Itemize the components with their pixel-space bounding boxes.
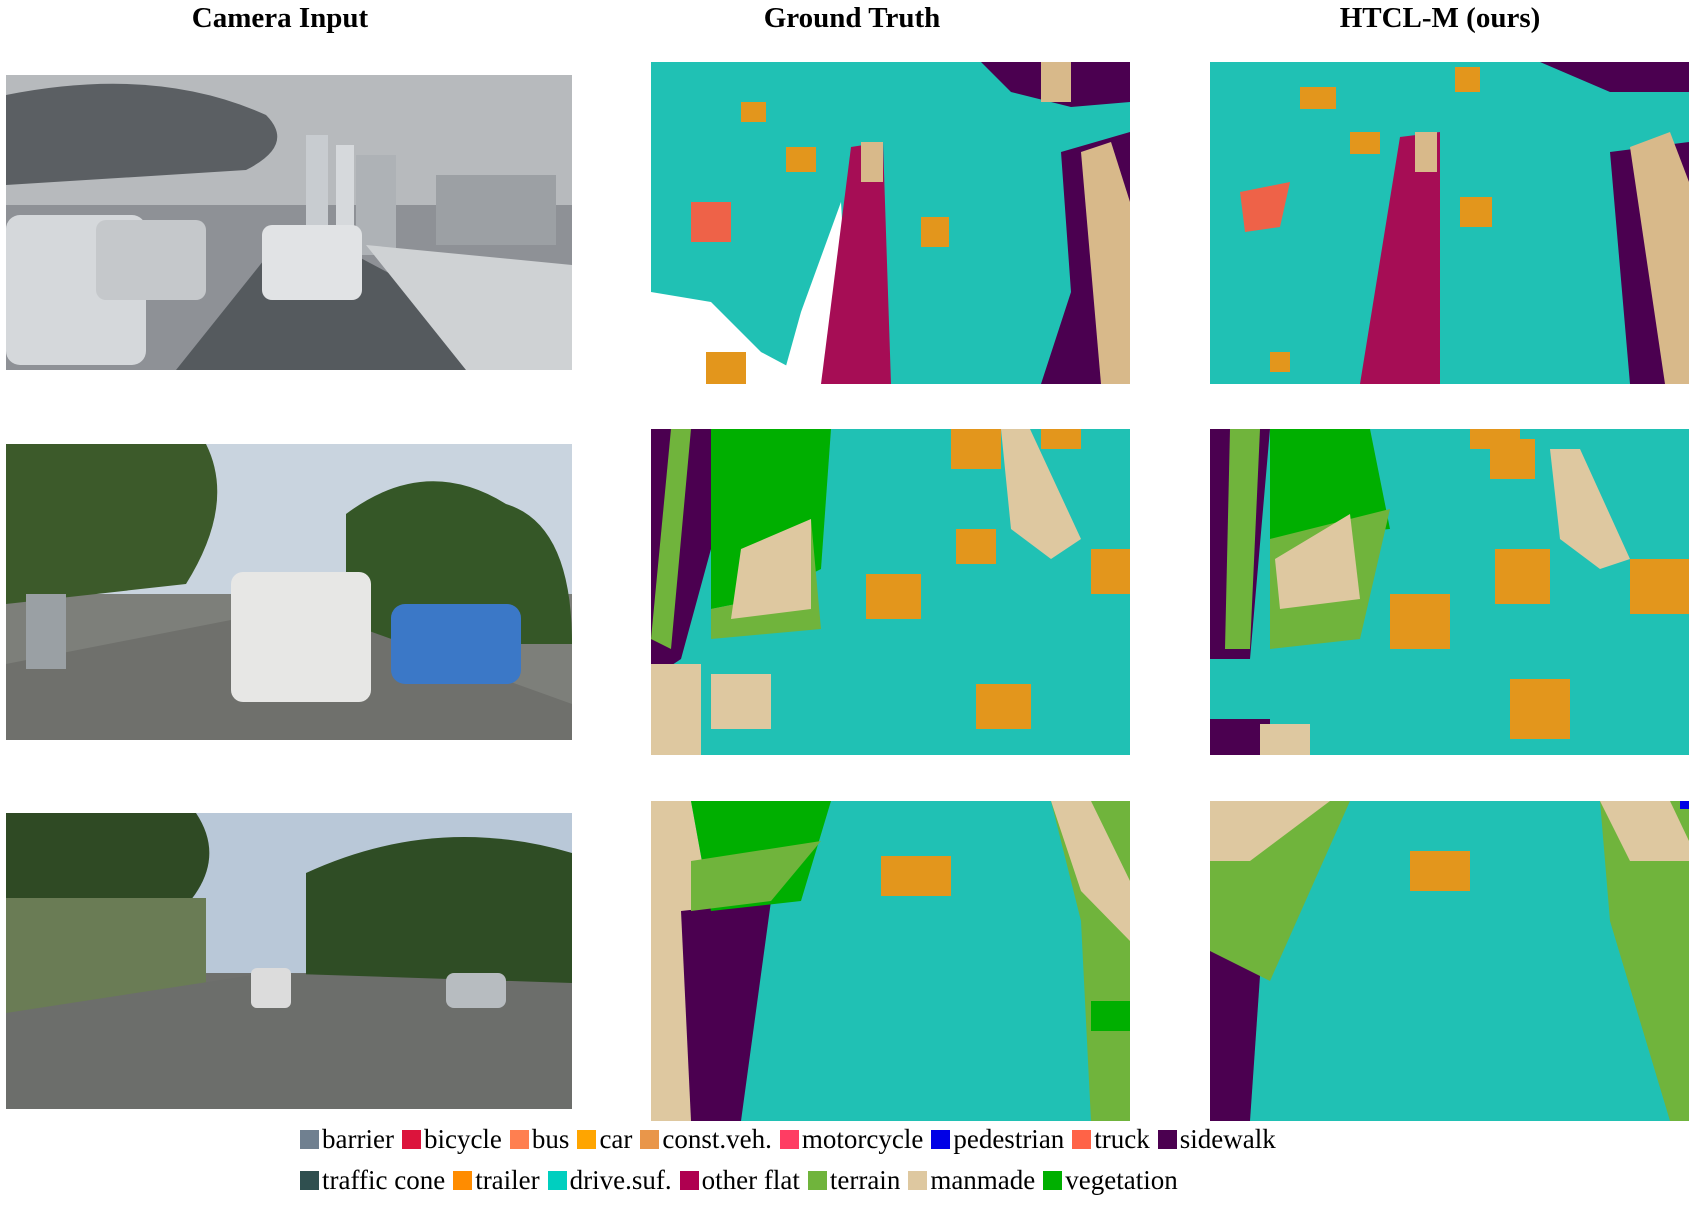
legend-swatch xyxy=(509,1129,529,1149)
legend-label: bus xyxy=(531,1123,570,1154)
ground-truth-map-row-3 xyxy=(651,801,1130,1121)
legend-label: barrier xyxy=(322,1123,394,1154)
column-title-ground-truth: Ground Truth xyxy=(763,2,941,34)
ground-truth-map-row-1 xyxy=(651,62,1130,384)
legend-swatch xyxy=(640,1129,660,1149)
legend-label: trailer xyxy=(475,1164,540,1195)
legend-swatch xyxy=(807,1170,827,1190)
legend-swatch xyxy=(300,1129,319,1149)
legend-item-motorcycle: motorcycle xyxy=(779,1123,924,1155)
legend-item-bus: bus xyxy=(509,1123,570,1155)
camera-image-row-2 xyxy=(6,444,572,740)
legend-swatch xyxy=(779,1129,799,1149)
legend-item-pedestrian: pedestrian xyxy=(931,1124,1064,1155)
legend-label: motorcycle xyxy=(801,1123,924,1154)
legend-label: drive.suf. xyxy=(569,1164,672,1195)
legend-label: bicycle xyxy=(423,1123,502,1154)
legend-swatch xyxy=(300,1170,319,1190)
legend-item-sidewalk: sidewalk xyxy=(1157,1123,1276,1155)
legend-swatch xyxy=(1043,1170,1063,1190)
legend-item-other-flat: other flat xyxy=(679,1164,800,1196)
legend-item-drive-suf-: drive.suf. xyxy=(547,1164,672,1196)
legend-item-vegetation: vegetation xyxy=(1043,1164,1178,1196)
legend-item-traffic-cone: traffic cone xyxy=(300,1165,445,1196)
legend-item-manmade: manmade xyxy=(908,1165,1035,1196)
prediction-map-row-3 xyxy=(1210,801,1689,1121)
legend-row-1: barrier bicycle bus car const.veh. motorcycle… xyxy=(300,1121,1284,1157)
legend-label: car xyxy=(599,1123,633,1154)
camera-image-row-3 xyxy=(6,813,572,1109)
legend-label: traffic cone xyxy=(322,1164,446,1195)
legend-label: const.veh. xyxy=(662,1123,772,1154)
camera-image-row-1 xyxy=(6,75,572,370)
legend-swatch xyxy=(679,1170,699,1190)
ground-truth-map-row-2 xyxy=(651,429,1130,755)
legend-swatch xyxy=(453,1170,473,1190)
column-title-camera: Camera Input xyxy=(191,2,369,34)
legend-label: terrain xyxy=(829,1164,901,1195)
legend-item-barrier: barrier xyxy=(300,1124,394,1155)
legend-swatch xyxy=(1157,1129,1177,1149)
legend-swatch xyxy=(931,1129,951,1149)
legend-swatch xyxy=(577,1129,597,1149)
legend-label: other flat xyxy=(701,1164,800,1195)
legend-item-car: car xyxy=(577,1124,632,1155)
legend-label: sidewalk xyxy=(1179,1123,1276,1154)
legend-swatch xyxy=(401,1129,421,1149)
legend-swatch xyxy=(908,1170,928,1190)
legend-item-truck: truck xyxy=(1072,1123,1150,1155)
legend-item-bicycle: bicycle xyxy=(401,1123,502,1155)
legend-label: pedestrian xyxy=(953,1123,1065,1154)
legend-swatch xyxy=(1072,1129,1092,1149)
prediction-map-row-1 xyxy=(1210,62,1689,384)
column-title-prediction: HTCL-M (ours) xyxy=(1339,2,1541,34)
legend-label: truck xyxy=(1094,1123,1150,1154)
legend-item-const-veh-: const.veh. xyxy=(640,1123,772,1155)
legend-item-trailer: trailer xyxy=(453,1164,540,1196)
legend-item-terrain: terrain xyxy=(807,1164,901,1196)
legend-label: manmade xyxy=(930,1164,1036,1195)
legend-row-2: traffic cone trailer drive.suf. other flat t… xyxy=(300,1162,1186,1198)
legend-label: vegetation xyxy=(1065,1164,1178,1195)
prediction-map-row-2 xyxy=(1210,429,1689,755)
legend-swatch xyxy=(547,1170,567,1190)
